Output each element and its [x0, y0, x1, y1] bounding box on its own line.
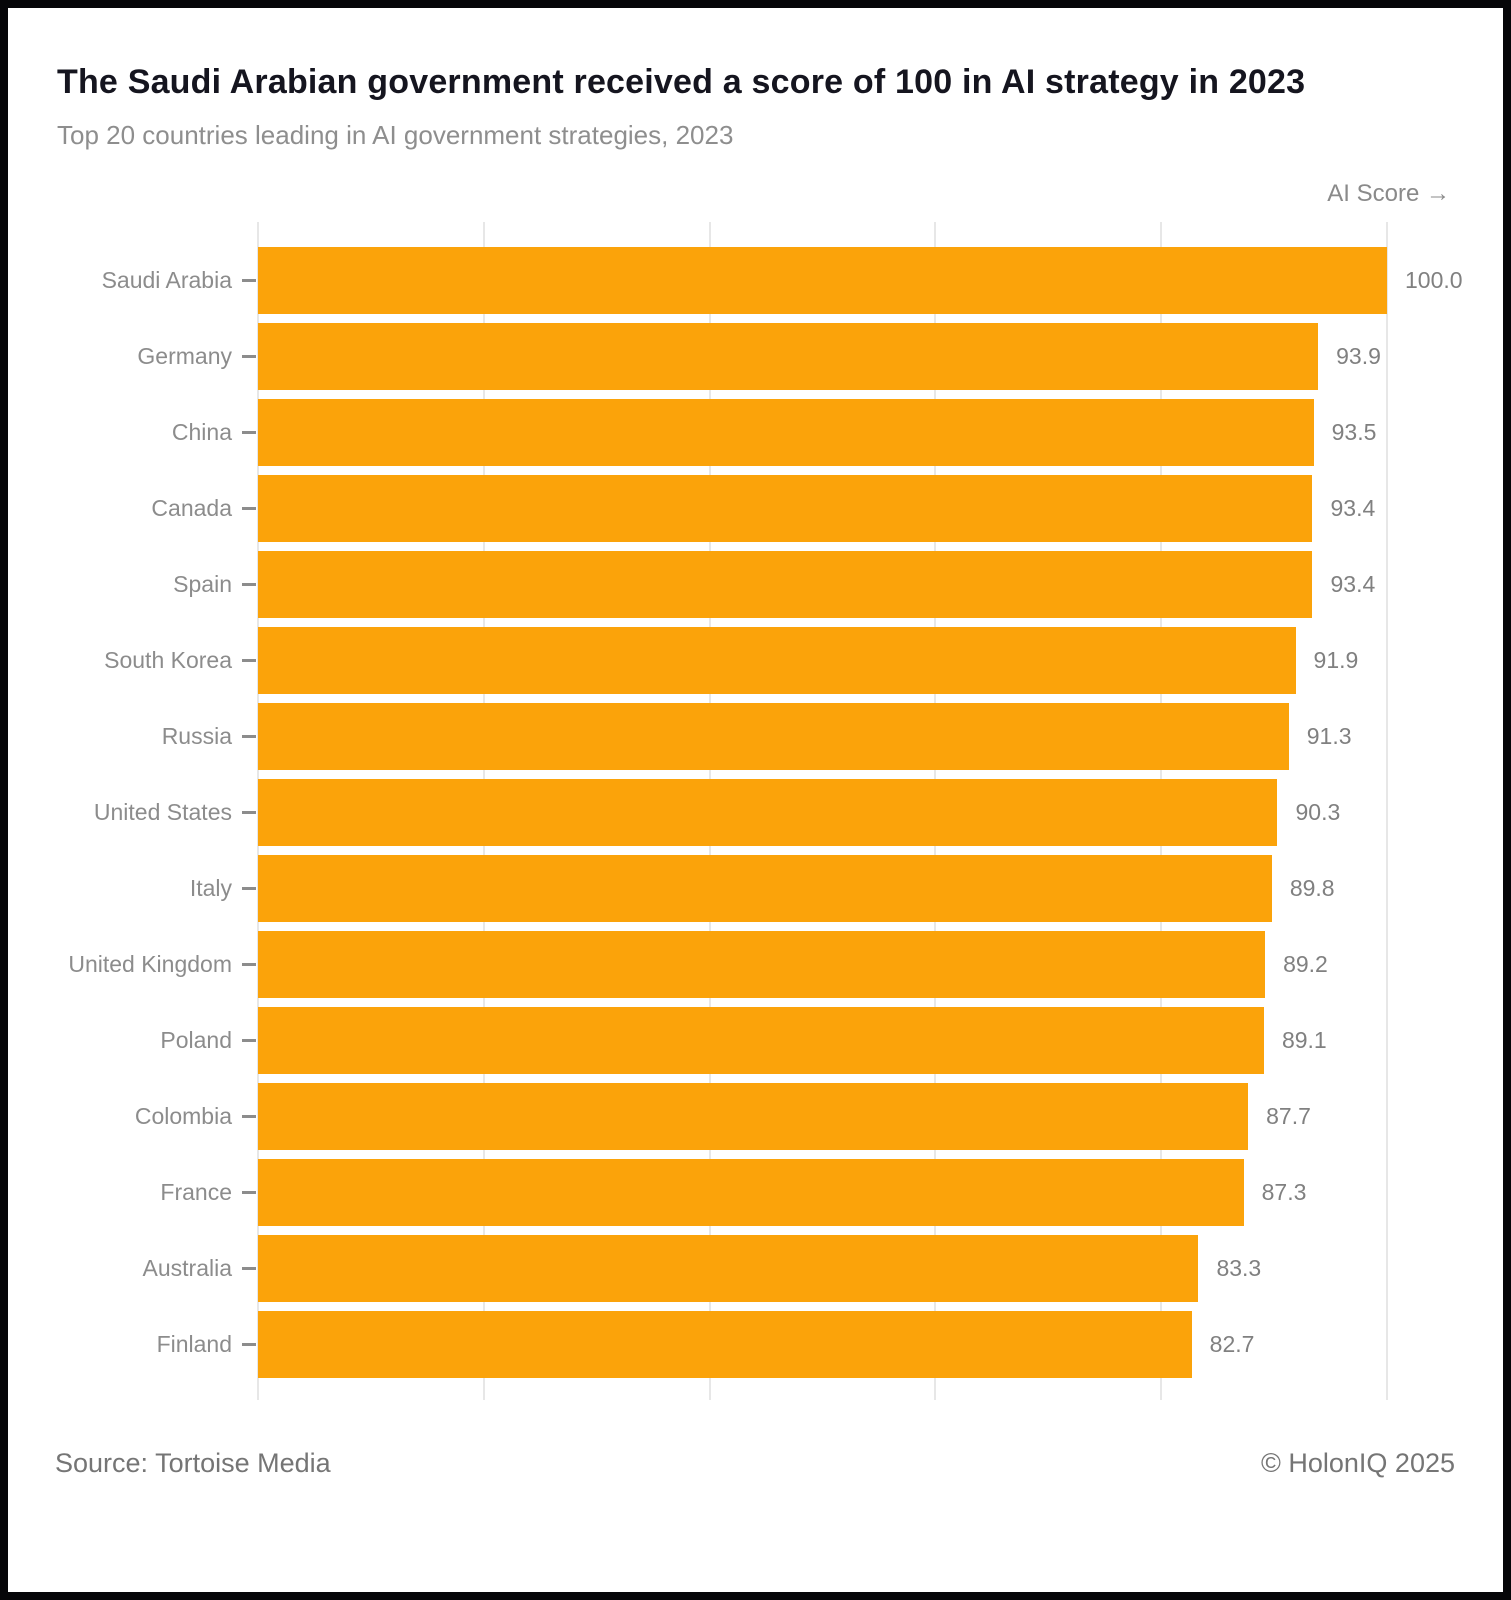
value-label: 93.5: [1331, 419, 1377, 445]
source-note: Source: Tortoise Media: [55, 1448, 331, 1478]
bar: [258, 323, 1319, 390]
gridline: [1386, 222, 1388, 1400]
value-label: 100.0: [1405, 267, 1463, 293]
bar: [258, 1007, 1264, 1074]
chart-card: The Saudi Arabian government received a …: [8, 8, 1503, 1592]
y-axis-tick: [242, 279, 256, 282]
value-label: 93.4: [1330, 571, 1376, 597]
bar: [258, 931, 1266, 998]
category-label: South Korea: [104, 647, 232, 673]
y-axis-tick: [242, 1343, 256, 1346]
category-label: Poland: [160, 1027, 232, 1053]
page-subtitle: Top 20 countries leading in AI governmen…: [57, 120, 734, 150]
category-label: Colombia: [134, 1103, 232, 1129]
x-axis-label: AI Score →: [1327, 180, 1450, 207]
category-label: China: [171, 419, 232, 445]
bar: [258, 399, 1314, 466]
value-label: 87.3: [1261, 1179, 1307, 1205]
category-label: Italy: [189, 875, 232, 901]
value-label: 89.8: [1289, 875, 1335, 901]
category-label: Russia: [161, 723, 232, 749]
category-label: Germany: [137, 343, 232, 369]
bar: [258, 703, 1289, 770]
bar: [258, 1159, 1244, 1226]
y-axis-tick: [242, 659, 256, 662]
category-label: Canada: [151, 495, 232, 521]
category-label: Spain: [173, 571, 232, 597]
bar: [258, 855, 1272, 922]
page-title: The Saudi Arabian government received a …: [57, 63, 1306, 101]
bar-chart: Saudi Arabia 100.0 Germany 93.9 China 93.5 Can…: [8, 222, 1503, 1400]
y-axis-tick: [242, 735, 256, 738]
value-label: 83.3: [1216, 1255, 1262, 1281]
category-label: France: [160, 1179, 232, 1205]
value-label: 89.1: [1281, 1027, 1327, 1053]
category-label: Finland: [156, 1331, 232, 1357]
value-label: 90.3: [1295, 799, 1341, 825]
y-axis-tick: [242, 1267, 256, 1270]
category-label: United Kingdom: [68, 951, 232, 977]
bar: [258, 1083, 1249, 1150]
y-axis-tick: [242, 1115, 256, 1118]
category-label: Australia: [142, 1255, 232, 1281]
y-axis-tick: [242, 355, 256, 358]
y-axis-tick: [242, 583, 256, 586]
value-label: 91.9: [1313, 647, 1359, 673]
bar: [258, 1235, 1199, 1302]
value-label: 82.7: [1209, 1331, 1255, 1357]
bar: [258, 627, 1296, 694]
category-label: Saudi Arabia: [101, 267, 232, 293]
bar: [258, 475, 1313, 542]
y-axis-tick: [242, 507, 256, 510]
copyright-note: © HolonIQ 2025: [1260, 1448, 1455, 1478]
y-axis-tick: [242, 963, 256, 966]
y-axis-tick: [242, 887, 256, 890]
y-axis-tick: [242, 811, 256, 814]
y-axis-tick: [242, 1191, 256, 1194]
value-label: 93.9: [1336, 343, 1381, 369]
bar: [258, 1311, 1192, 1378]
value-label: 91.3: [1306, 723, 1352, 749]
bar: [258, 551, 1313, 618]
value-label: 93.4: [1330, 495, 1376, 521]
category-label: United States: [93, 799, 232, 825]
y-axis-tick: [242, 431, 256, 434]
bar: [258, 779, 1278, 846]
bar: [258, 247, 1387, 314]
value-label: 89.2: [1283, 951, 1328, 977]
value-label: 87.7: [1266, 1103, 1311, 1129]
y-axis-tick: [242, 1039, 256, 1042]
